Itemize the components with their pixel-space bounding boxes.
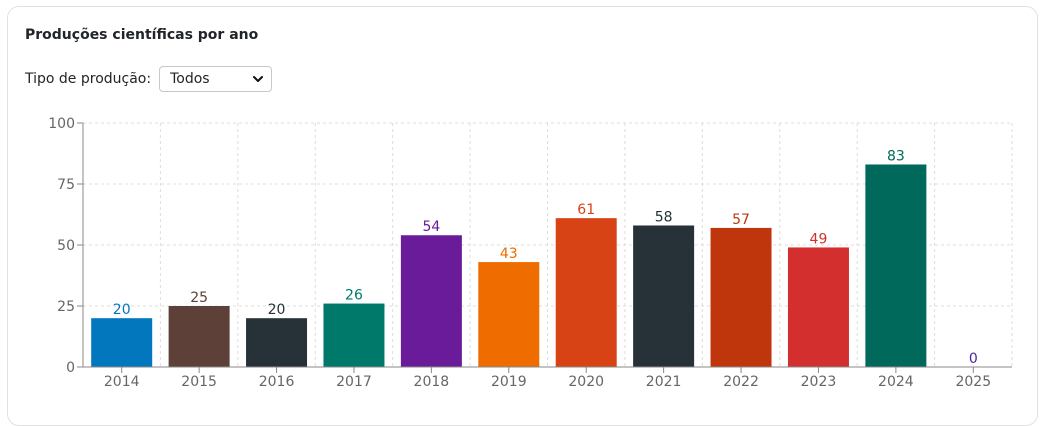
x-tick-label-2019: 2019: [491, 374, 527, 390]
x-tick-label-2017: 2017: [336, 374, 372, 390]
chevron-down-icon: [253, 76, 264, 82]
x-tick-label-2018: 2018: [414, 374, 450, 390]
y-tick-label: 0: [66, 360, 75, 376]
data-label-2021: 58: [655, 209, 673, 225]
card-title: Produções científicas por ano: [25, 27, 259, 43]
x-tick-label-2015: 2015: [181, 374, 217, 390]
bar-2017: [323, 303, 385, 367]
data-label-2014: 20: [113, 302, 131, 318]
x-tick-label-2014: 2014: [104, 374, 140, 390]
x-tick-label-2024: 2024: [878, 374, 914, 390]
data-label-2024: 83: [887, 148, 905, 164]
data-label-2019: 43: [500, 246, 518, 262]
select-value: Todos: [170, 71, 210, 87]
bar-2023: [787, 247, 849, 367]
filter-label: Tipo de produção:: [25, 71, 152, 87]
y-tick-label: 50: [57, 238, 75, 254]
data-label-2022: 57: [732, 212, 750, 228]
y-tick-label: 75: [57, 177, 75, 193]
data-label-2025: 0: [969, 351, 978, 367]
bar-2016: [246, 318, 308, 367]
x-tick-label-2021: 2021: [646, 374, 682, 390]
bar-2024: [865, 164, 927, 367]
bar-chart: 0 25 50 75 100 20 2014 25 2015 20 2016 26 2017 54 2018…: [48, 116, 1013, 390]
data-label-2018: 54: [422, 219, 440, 235]
x-tick-label-2025: 2025: [955, 374, 991, 390]
data-label-2023: 49: [810, 231, 828, 247]
x-tick-label-2023: 2023: [801, 374, 837, 390]
production-type-select[interactable]: Todos: [159, 66, 273, 92]
bar-2021: [633, 225, 695, 367]
data-label-2015: 25: [190, 290, 208, 306]
bar-2014: [91, 318, 153, 367]
x-tick-label-2016: 2016: [259, 374, 295, 390]
data-label-2020: 61: [577, 202, 595, 218]
bar-2020: [555, 218, 617, 367]
bar-2018: [400, 235, 462, 367]
data-label-2017: 26: [345, 288, 363, 304]
y-tick-label: 100: [48, 116, 75, 132]
y-tick-label: 25: [57, 299, 75, 315]
bar-2015: [168, 306, 230, 367]
filter-row: Tipo de produção: Todos: [25, 66, 273, 92]
bar-2019: [478, 262, 540, 367]
x-tick-label-2020: 2020: [568, 374, 604, 390]
x-tick-label-2022: 2022: [723, 374, 759, 390]
bar-2022: [710, 227, 772, 367]
data-label-2016: 20: [268, 302, 286, 318]
